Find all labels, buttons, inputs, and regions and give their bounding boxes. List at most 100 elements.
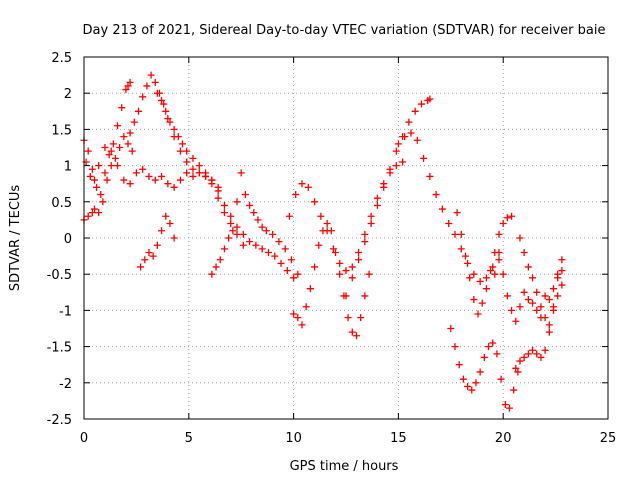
data-point (88, 165, 96, 173)
series-arc-12 (453, 209, 516, 318)
data-point (189, 172, 197, 180)
y-tick-label: 2 (64, 87, 72, 102)
data-point (233, 230, 241, 238)
data-point (158, 96, 166, 104)
data-point (355, 248, 363, 256)
data-point (258, 245, 266, 253)
data-point (212, 263, 220, 271)
series-arc-14 (512, 267, 566, 372)
data-point (246, 238, 254, 246)
data-point (208, 176, 216, 184)
data-point (491, 270, 499, 278)
data-point (220, 209, 228, 217)
data-point (512, 317, 520, 325)
data-point (269, 230, 277, 238)
data-point (554, 270, 562, 278)
data-point (302, 303, 310, 311)
data-point (533, 350, 541, 358)
data-point (405, 118, 413, 126)
data-point (132, 169, 140, 177)
data-point (361, 292, 369, 300)
data-point (447, 325, 455, 332)
data-point (107, 147, 115, 155)
data-point (233, 198, 241, 206)
data-point (329, 245, 337, 253)
data-point (533, 288, 541, 296)
series-arc-7 (208, 169, 302, 278)
data-point (323, 220, 331, 228)
data-point (489, 339, 497, 347)
y-tick-label: 2.5 (51, 51, 72, 66)
data-point (394, 140, 402, 148)
data-point (537, 303, 545, 311)
data-point (216, 256, 224, 264)
data-point (288, 256, 296, 264)
data-point (304, 183, 312, 191)
data-point (275, 238, 283, 246)
data-point (103, 176, 111, 184)
data-point (126, 180, 134, 188)
data-point (84, 212, 92, 220)
data-point (464, 382, 472, 390)
data-point (489, 263, 497, 271)
data-point (524, 296, 532, 304)
data-point (516, 234, 524, 242)
data-point (124, 140, 132, 148)
data-point (482, 274, 490, 282)
data-point (281, 245, 289, 253)
data-point (342, 292, 350, 300)
data-point (495, 256, 503, 264)
data-point (162, 212, 170, 220)
data-point (252, 241, 260, 249)
data-point (470, 296, 478, 304)
data-point (537, 353, 545, 361)
data-point (373, 194, 381, 202)
data-point (533, 306, 541, 314)
chart-title: Day 213 of 2021, Sidereal Day-to-day VTE… (83, 23, 606, 38)
data-point (183, 158, 191, 166)
data-point (137, 263, 145, 271)
data-point (457, 245, 465, 253)
data-point (290, 310, 298, 318)
data-point (239, 241, 247, 249)
data-point (158, 172, 166, 180)
data-point (225, 234, 233, 242)
data-point (445, 220, 453, 228)
data-point (455, 361, 463, 369)
data-point (202, 169, 210, 177)
data-point (380, 183, 388, 191)
data-point (147, 71, 155, 79)
data-point (373, 201, 381, 209)
data-point (438, 205, 446, 213)
data-point (487, 267, 495, 275)
data-point (407, 129, 415, 137)
data-point (505, 404, 513, 412)
data-point (233, 223, 241, 231)
data-point (158, 227, 166, 235)
y-tick-label: 1.5 (51, 123, 72, 138)
data-point (529, 274, 537, 282)
data-point (420, 154, 428, 162)
data-point (399, 158, 407, 166)
data-point (86, 172, 94, 180)
data-point (294, 270, 302, 278)
data-point (466, 274, 474, 282)
series-arc-11 (394, 129, 503, 285)
data-point (134, 107, 142, 115)
data-point (386, 165, 394, 173)
data-point (220, 245, 228, 253)
data-point (208, 270, 216, 278)
data-point (176, 176, 184, 184)
data-point (508, 306, 516, 314)
data-point (189, 165, 197, 173)
data-point (220, 201, 228, 209)
data-point (164, 115, 172, 123)
data-point (120, 176, 128, 184)
data-point (298, 321, 306, 329)
data-point (166, 118, 174, 126)
data-point (499, 220, 507, 228)
data-point (342, 267, 350, 275)
y-tick-label: -2.5 (47, 413, 72, 428)
x-tick-label: 5 (185, 431, 193, 446)
